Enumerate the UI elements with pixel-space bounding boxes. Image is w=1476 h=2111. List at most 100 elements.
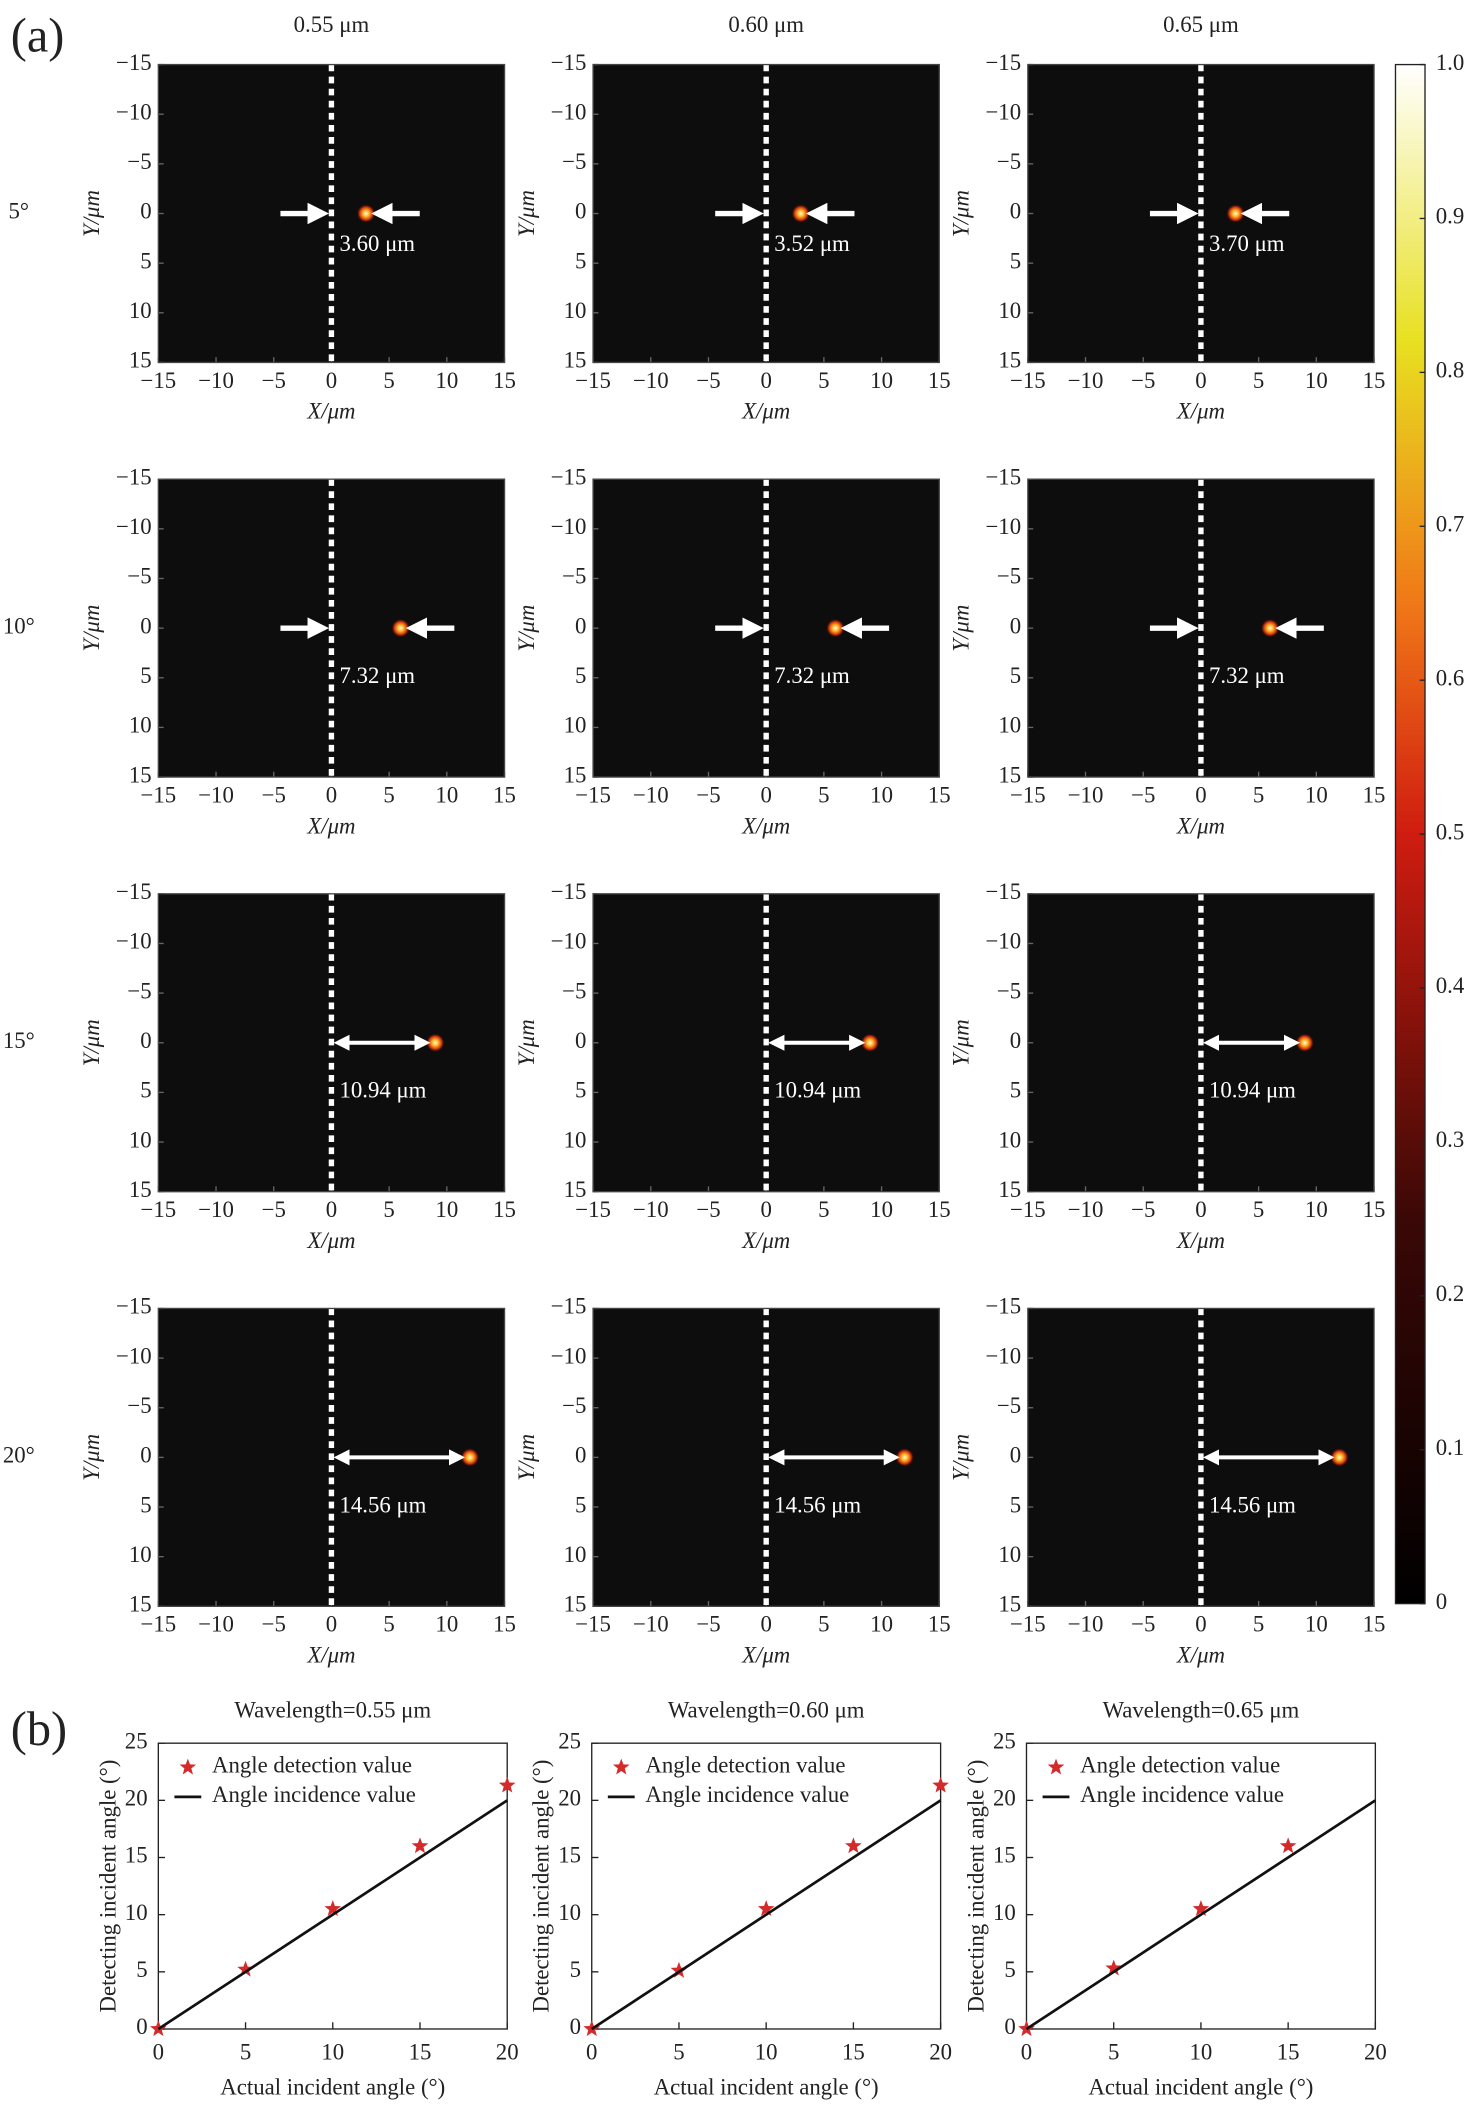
panel-label: (b) (11, 1703, 67, 1756)
x-tick-label: 0 (326, 782, 337, 807)
y-tick-label: 5 (570, 1957, 581, 1982)
x-axis-label: X/μm (741, 1228, 790, 1253)
y-tick-label: 0 (140, 199, 151, 224)
y-tick-label: −5 (562, 978, 586, 1003)
y-tick-label: 10 (998, 298, 1021, 323)
x-tick-label: 15 (1363, 782, 1386, 807)
x-tick-label: 5 (673, 2040, 684, 2065)
plot-frame (592, 478, 940, 778)
y-axis-label: Y/μm (949, 190, 974, 237)
y-tick-label: −10 (116, 99, 152, 124)
x-tick-label: −10 (1068, 368, 1104, 393)
x-axis-label: X/μm (306, 813, 355, 838)
x-tick-label: −15 (141, 782, 177, 807)
y-tick-label: −15 (985, 1294, 1021, 1319)
y-axis-label: Y/μm (514, 190, 539, 237)
y-tick-label: 15 (998, 1592, 1021, 1617)
x-axis-label: X/μm (306, 1643, 355, 1668)
x-tick-label: 10 (870, 368, 893, 393)
x-tick-label: −10 (1068, 1612, 1104, 1637)
x-tick-label: 5 (383, 1612, 394, 1637)
x-tick-label: 0 (1195, 1612, 1206, 1637)
y-axis-label: Y/μm (79, 1434, 104, 1481)
y-tick-label: −15 (116, 50, 152, 75)
x-tick-label: 10 (870, 1197, 893, 1222)
y-axis-label: Detecting incident angle (°) (963, 1760, 988, 2013)
legend-label: Angle incidence value (645, 1782, 849, 1807)
annotation: 7.32 μm (339, 663, 415, 688)
colorbar-tick-label: 0.5 (1436, 819, 1465, 844)
focal-spot (356, 204, 376, 223)
x-tick-label: 5 (1253, 1612, 1264, 1637)
x-tick-label: −5 (1131, 1612, 1155, 1637)
x-tick-label: 0 (586, 2040, 597, 2065)
y-tick-label: 5 (575, 1078, 586, 1103)
data-line (591, 1799, 942, 2031)
row-label: 10° (3, 613, 35, 638)
x-tick-label: 15 (1363, 1612, 1386, 1637)
y-tick-label: −10 (116, 1343, 152, 1368)
y-tick-label: 15 (129, 1592, 152, 1617)
y-tick-label: −15 (985, 464, 1021, 489)
plot-frame (1027, 478, 1375, 778)
x-axis-label: X/μm (1176, 1228, 1225, 1253)
column-title: 0.60 μm (728, 12, 804, 37)
x-tick-label: −10 (198, 1197, 234, 1222)
y-tick-label: 5 (1010, 248, 1021, 273)
annotation: 10.94 μm (1209, 1078, 1296, 1103)
x-tick-label: −10 (633, 782, 669, 807)
row-label: 5° (9, 199, 30, 224)
x-axis-label: X/μm (741, 813, 790, 838)
x-tick-label: 10 (755, 2040, 778, 2065)
x-tick-label: 10 (1305, 1612, 1328, 1637)
y-axis-label: Detecting incident angle (°) (95, 1760, 120, 2013)
y-tick-label: 10 (998, 713, 1021, 738)
y-tick-label: 0 (1004, 2014, 1015, 2039)
y-tick-label: −15 (116, 879, 152, 904)
x-axis-label: X/μm (306, 399, 355, 424)
x-tick-label: 15 (1363, 368, 1386, 393)
y-tick-label: −10 (551, 929, 587, 954)
x-tick-label: 10 (870, 1612, 893, 1637)
focal-spot (1226, 204, 1245, 223)
y-tick-label: −5 (562, 149, 586, 174)
colorbar-tick-label: 0 (1436, 1589, 1447, 1614)
plot-frame (592, 893, 940, 1193)
column-title: 0.55 μm (294, 12, 370, 37)
x-tick-label: 5 (383, 368, 394, 393)
y-tick-label: 5 (575, 663, 586, 688)
y-tick-label: 20 (558, 1786, 581, 1811)
x-axis-label: X/μm (1176, 813, 1225, 838)
x-tick-label: −15 (575, 782, 611, 807)
y-tick-label: −15 (116, 1294, 152, 1319)
y-tick-label: 10 (129, 713, 152, 738)
y-tick-label: −5 (127, 149, 151, 174)
x-tick-label: 5 (818, 1197, 829, 1222)
y-tick-label: 25 (558, 1728, 581, 1753)
x-tick-label: 5 (240, 2040, 251, 2065)
colorbar-tick-label: 0.4 (1436, 973, 1465, 998)
y-tick-label: 15 (998, 762, 1021, 787)
row-label: 20° (3, 1443, 35, 1468)
focal-spot (826, 618, 845, 638)
data-point (324, 1900, 342, 1917)
x-tick-label: 0 (760, 1197, 771, 1222)
y-tick-label: −15 (551, 50, 587, 75)
focal-spot (425, 1033, 445, 1053)
y-tick-label: 0 (1010, 613, 1021, 638)
y-tick-label: 0 (136, 2014, 147, 2039)
x-tick-label: −15 (141, 368, 177, 393)
y-axis-label: Y/μm (949, 1434, 974, 1481)
y-tick-label: 15 (558, 1843, 581, 1868)
data-point (932, 1776, 949, 1793)
x-tick-label: 5 (1253, 368, 1264, 393)
y-tick-label: 0 (140, 613, 151, 638)
y-tick-label: −10 (551, 1343, 587, 1368)
x-tick-label: 0 (760, 782, 771, 807)
x-tick-label: −15 (141, 1612, 177, 1637)
y-tick-label: 15 (125, 1843, 148, 1868)
colorbar-tick-label: 0.8 (1436, 358, 1465, 383)
y-tick-label: 10 (558, 1900, 581, 1925)
data-point (757, 1900, 775, 1917)
